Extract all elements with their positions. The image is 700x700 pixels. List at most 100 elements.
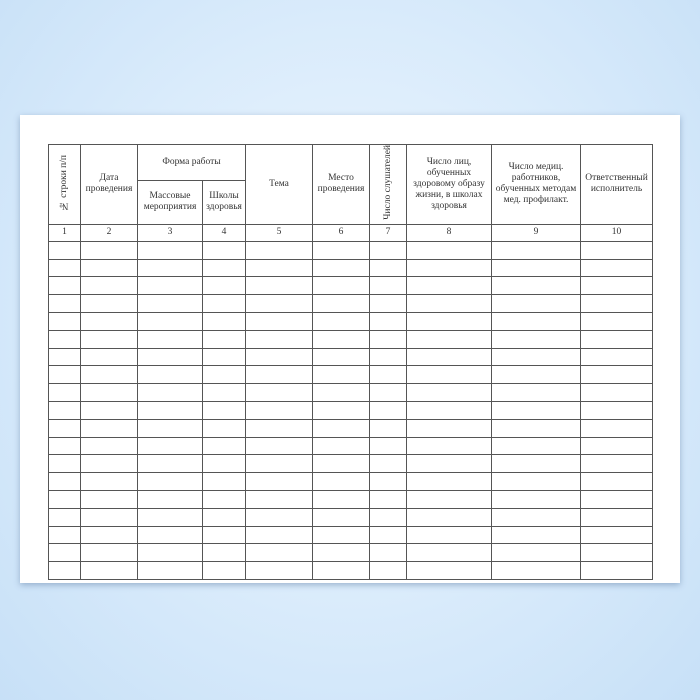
empty-cell[interactable] — [369, 525, 407, 545]
empty-cell[interactable] — [312, 240, 370, 260]
empty-cell[interactable] — [580, 383, 653, 402]
empty-cell[interactable] — [491, 543, 581, 563]
empty-cell[interactable] — [369, 507, 407, 527]
empty-cell[interactable] — [406, 329, 492, 349]
empty-cell[interactable] — [491, 400, 581, 420]
empty-cell[interactable] — [48, 258, 81, 278]
empty-cell[interactable] — [137, 400, 203, 420]
empty-cell[interactable] — [245, 294, 313, 313]
empty-cell[interactable] — [48, 418, 81, 438]
empty-cell[interactable] — [202, 258, 246, 278]
empty-cell[interactable] — [137, 436, 203, 456]
empty-cell[interactable] — [80, 543, 138, 563]
empty-cell[interactable] — [245, 436, 313, 456]
empty-cell[interactable] — [580, 525, 653, 545]
empty-cell[interactable] — [406, 507, 492, 527]
empty-cell[interactable] — [580, 400, 653, 420]
empty-cell[interactable] — [245, 347, 313, 367]
empty-cell[interactable] — [312, 258, 370, 278]
empty-cell[interactable] — [369, 418, 407, 438]
empty-cell[interactable] — [245, 329, 313, 349]
empty-cell[interactable] — [491, 276, 581, 296]
empty-cell[interactable] — [202, 240, 246, 260]
empty-cell[interactable] — [245, 258, 313, 278]
empty-cell[interactable] — [580, 418, 653, 438]
empty-cell[interactable] — [80, 489, 138, 509]
empty-cell[interactable] — [580, 454, 653, 474]
empty-cell[interactable] — [406, 240, 492, 260]
empty-cell[interactable] — [491, 329, 581, 349]
empty-cell[interactable] — [48, 276, 81, 296]
empty-cell[interactable] — [202, 311, 246, 331]
empty-cell[interactable] — [80, 507, 138, 527]
empty-cell[interactable] — [202, 329, 246, 349]
empty-cell[interactable] — [137, 294, 203, 313]
empty-cell[interactable] — [137, 418, 203, 438]
empty-cell[interactable] — [80, 276, 138, 296]
empty-cell[interactable] — [491, 561, 581, 580]
empty-cell[interactable] — [202, 294, 246, 313]
empty-cell[interactable] — [369, 258, 407, 278]
empty-cell[interactable] — [312, 561, 370, 580]
empty-cell[interactable] — [80, 383, 138, 402]
empty-cell[interactable] — [369, 329, 407, 349]
empty-cell[interactable] — [48, 525, 81, 545]
empty-cell[interactable] — [312, 329, 370, 349]
empty-cell[interactable] — [202, 436, 246, 456]
empty-cell[interactable] — [580, 347, 653, 367]
empty-cell[interactable] — [491, 507, 581, 527]
empty-cell[interactable] — [137, 329, 203, 349]
empty-cell[interactable] — [245, 543, 313, 563]
empty-cell[interactable] — [48, 311, 81, 331]
empty-cell[interactable] — [80, 294, 138, 313]
empty-cell[interactable] — [369, 489, 407, 509]
empty-cell[interactable] — [202, 507, 246, 527]
empty-cell[interactable] — [137, 365, 203, 385]
empty-cell[interactable] — [80, 258, 138, 278]
empty-cell[interactable] — [48, 240, 81, 260]
empty-cell[interactable] — [137, 489, 203, 509]
empty-cell[interactable] — [245, 561, 313, 580]
empty-cell[interactable] — [406, 347, 492, 367]
empty-cell[interactable] — [369, 383, 407, 402]
empty-cell[interactable] — [137, 454, 203, 474]
empty-cell[interactable] — [369, 365, 407, 385]
empty-cell[interactable] — [312, 507, 370, 527]
empty-cell[interactable] — [312, 311, 370, 331]
empty-cell[interactable] — [245, 311, 313, 331]
empty-cell[interactable] — [48, 454, 81, 474]
empty-cell[interactable] — [48, 365, 81, 385]
empty-cell[interactable] — [80, 436, 138, 456]
empty-cell[interactable] — [406, 489, 492, 509]
empty-cell[interactable] — [245, 489, 313, 509]
empty-cell[interactable] — [312, 418, 370, 438]
empty-cell[interactable] — [48, 294, 81, 313]
empty-cell[interactable] — [406, 311, 492, 331]
empty-cell[interactable] — [369, 561, 407, 580]
empty-cell[interactable] — [406, 472, 492, 491]
empty-cell[interactable] — [580, 543, 653, 563]
empty-cell[interactable] — [245, 507, 313, 527]
empty-cell[interactable] — [202, 347, 246, 367]
empty-cell[interactable] — [80, 329, 138, 349]
empty-cell[interactable] — [137, 276, 203, 296]
empty-cell[interactable] — [80, 347, 138, 367]
empty-cell[interactable] — [48, 561, 81, 580]
empty-cell[interactable] — [580, 276, 653, 296]
empty-cell[interactable] — [580, 489, 653, 509]
empty-cell[interactable] — [245, 472, 313, 491]
empty-cell[interactable] — [491, 436, 581, 456]
empty-cell[interactable] — [406, 400, 492, 420]
empty-cell[interactable] — [312, 472, 370, 491]
empty-cell[interactable] — [80, 400, 138, 420]
empty-cell[interactable] — [369, 472, 407, 491]
empty-cell[interactable] — [580, 561, 653, 580]
empty-cell[interactable] — [202, 489, 246, 509]
empty-cell[interactable] — [406, 543, 492, 563]
empty-cell[interactable] — [80, 561, 138, 580]
empty-cell[interactable] — [312, 454, 370, 474]
empty-cell[interactable] — [369, 543, 407, 563]
empty-cell[interactable] — [491, 258, 581, 278]
empty-cell[interactable] — [245, 365, 313, 385]
empty-cell[interactable] — [491, 294, 581, 313]
